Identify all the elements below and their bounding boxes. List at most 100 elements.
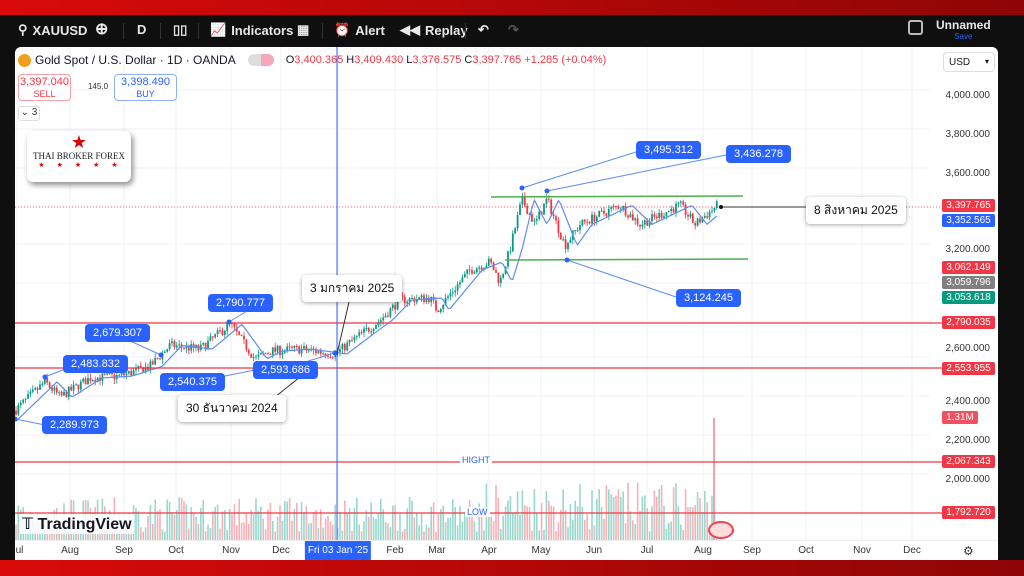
callout-label[interactable]: 3,124.245	[676, 289, 741, 307]
replay-button[interactable]: ◀◀ Replay	[400, 22, 468, 38]
candle-body	[154, 358, 157, 365]
volume-bar	[404, 528, 406, 540]
ohlc-values: O3,400.365 H3,409.430 L3,376.575 C3,397.…	[285, 54, 607, 66]
candle-body	[291, 346, 293, 348]
volume-bar	[675, 483, 677, 540]
volume-bar	[507, 500, 509, 540]
candle-body	[526, 205, 529, 215]
interval-button[interactable]: D	[137, 22, 147, 37]
candle-body	[48, 382, 51, 388]
candle-body	[192, 344, 195, 349]
top-banner	[0, 0, 1024, 15]
volume-bar	[168, 502, 171, 540]
volume-bar	[154, 499, 156, 540]
buy-button[interactable]: 3,398.490 BUY	[114, 74, 177, 101]
chart-panel[interactable]: Gold Spot / U.S. Dollar · 1D · OANDA O3,…	[15, 47, 998, 560]
volume-bar	[144, 527, 147, 540]
layout-name[interactable]: Unnamed Save	[936, 18, 991, 41]
volume-bar	[476, 531, 478, 540]
volume-bar	[204, 531, 207, 540]
callout-label[interactable]: 3,436.278	[726, 145, 791, 163]
candle-body	[36, 388, 39, 390]
grid-icon: ▦	[297, 22, 310, 37]
volume-bar	[341, 530, 344, 540]
candle-body	[564, 239, 567, 250]
candle-body	[406, 301, 409, 304]
currency-selector[interactable]: USD ▾	[943, 52, 995, 72]
volume-bar	[641, 496, 644, 540]
volume-bar	[696, 491, 699, 540]
candle-body	[605, 213, 608, 216]
candle-body	[490, 258, 493, 263]
volume-bar	[689, 507, 692, 540]
callout-leader	[521, 151, 637, 189]
templates-button[interactable]: ▦	[297, 22, 309, 38]
note-jan-2025[interactable]: 3 มกราคม 2025	[302, 275, 403, 302]
volume-bar	[411, 500, 413, 540]
undo-button[interactable]: ↶	[478, 22, 489, 38]
volume-bar	[332, 525, 334, 540]
time-axis-label: Feb	[386, 545, 404, 556]
callout-label[interactable]: 2,679.307	[85, 324, 150, 342]
volume-bar	[584, 519, 586, 540]
symbol-title: Gold Spot / U.S. Dollar · 1D · OANDA	[35, 53, 236, 67]
callout-label[interactable]: 2,540.375	[160, 373, 225, 391]
chart-type-button[interactable]: ▯▯	[173, 22, 187, 38]
callout-label[interactable]: 2,593.686	[253, 361, 318, 379]
visibility-toggle[interactable]	[247, 54, 274, 66]
support-line	[504, 258, 749, 261]
note-dec-2024[interactable]: 30 ธันวาคม 2024	[178, 395, 286, 422]
callout-label[interactable]: 2,790.777	[208, 294, 273, 312]
candle-body	[562, 239, 565, 241]
volume-bar	[248, 524, 250, 540]
collapse-indicators-button[interactable]: ⌄ 3	[18, 106, 40, 121]
candle-body	[151, 361, 154, 365]
candle-body	[495, 270, 497, 273]
callout-label[interactable]: 2,483.832	[63, 355, 128, 373]
layout-toggle[interactable]	[908, 20, 923, 35]
candle-body	[209, 336, 212, 341]
candle-body	[670, 208, 673, 211]
volume-bar	[375, 519, 377, 540]
time-axis-label[interactable]: Fri 03 Jan '25	[304, 541, 372, 560]
candle-body	[286, 346, 289, 351]
candle-body	[586, 221, 589, 223]
candle-body	[480, 267, 483, 270]
candle-body	[187, 345, 190, 351]
sell-button[interactable]: 3,397.040 SELL	[18, 74, 71, 101]
anchor-point	[544, 188, 550, 194]
redo-button[interactable]: ↷	[508, 22, 519, 38]
chart-canvas[interactable]	[15, 47, 998, 560]
callout-label[interactable]: 2,289.973	[42, 416, 107, 434]
volume-bar	[694, 505, 696, 540]
note-aug-2025[interactable]: 8 สิงหาคม 2025	[806, 197, 906, 224]
candle-body	[223, 330, 226, 335]
indicators-button[interactable]: 📈 Indicators	[210, 22, 293, 38]
candle-body	[600, 210, 603, 212]
volume-bar	[526, 506, 528, 540]
candle-body	[624, 205, 627, 216]
alert-button[interactable]: ⏰ Alert	[334, 22, 385, 38]
candle-body	[360, 332, 363, 334]
candle-body	[543, 203, 545, 215]
candle-body	[271, 347, 274, 355]
time-axis-label: Aug	[694, 545, 712, 556]
time-axis-label: Mar	[428, 545, 446, 556]
volume-bar	[502, 515, 504, 540]
candle-body	[449, 293, 452, 297]
add-symbol-button[interactable]: ⊕	[95, 19, 108, 39]
us-flag-event-icon[interactable]	[708, 521, 734, 539]
candle-body	[139, 365, 142, 368]
volume-bar	[401, 531, 404, 540]
volume-bar	[99, 530, 101, 540]
callout-label[interactable]: 3,495.312	[636, 141, 701, 159]
volume-bar	[236, 525, 238, 540]
volume-bar	[228, 508, 231, 540]
candle-body	[207, 340, 209, 350]
volume-bar	[586, 514, 588, 540]
settings-icon[interactable]: ⚙	[963, 544, 974, 558]
symbol-search[interactable]: ⚲ XAUUSD	[18, 22, 87, 38]
candle-body	[307, 350, 310, 352]
volume-bar	[536, 512, 538, 540]
candle-body	[447, 296, 449, 298]
